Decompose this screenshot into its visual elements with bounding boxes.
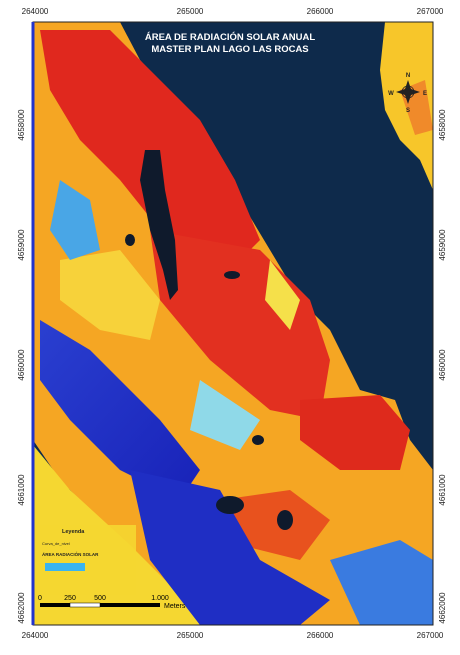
compass-letter: S xyxy=(406,108,410,114)
map-body xyxy=(33,22,433,625)
x-coord-top: 267000 xyxy=(417,7,444,16)
legend-item: Curva_de_nivel xyxy=(42,541,70,546)
x-coord-bottom: 265000 xyxy=(177,631,204,640)
map-title: ÁREA DE RADIACIÓN SOLAR ANUAL xyxy=(145,31,315,43)
y-coord-right: 4658000 xyxy=(438,109,447,141)
scale-label: 1.000 xyxy=(151,595,169,602)
scale-bar xyxy=(40,602,160,608)
compass-letter: N xyxy=(406,73,410,79)
x-coord-top: 264000 xyxy=(22,7,49,16)
y-coord-right: 4659000 xyxy=(438,229,447,261)
y-coord-left: 4662000 xyxy=(17,592,26,624)
y-coord-right: 4661000 xyxy=(438,474,447,506)
scale-label: 0 xyxy=(38,595,42,602)
x-coord-bottom: 267000 xyxy=(417,631,444,640)
compass-letter: W xyxy=(388,91,394,97)
legend-layer: ÁREA RADIACIÓN SOLAR xyxy=(42,550,99,557)
scale-unit: Meters xyxy=(164,603,186,610)
legend-title: Leyenda xyxy=(62,529,85,535)
x-coord-bottom: 264000 xyxy=(22,631,49,640)
y-coord-left: 4660000 xyxy=(17,349,26,381)
scale-label: 250 xyxy=(64,595,76,602)
y-coord-left: 4661000 xyxy=(17,474,26,506)
scale-label: 500 xyxy=(94,595,106,602)
compass-letter: E xyxy=(423,91,427,97)
y-coord-left: 4658000 xyxy=(17,109,26,141)
x-coord-bottom: 266000 xyxy=(307,631,334,640)
x-coord-top: 266000 xyxy=(307,7,334,16)
compass xyxy=(396,80,420,104)
x-coord-top: 265000 xyxy=(177,7,204,16)
y-coord-left: 4659000 xyxy=(17,229,26,261)
y-coord-right: 4660000 xyxy=(438,349,447,381)
y-coord-right: 4662000 xyxy=(438,592,447,624)
map-title: MASTER PLAN LAGO LAS ROCAS xyxy=(151,44,308,55)
